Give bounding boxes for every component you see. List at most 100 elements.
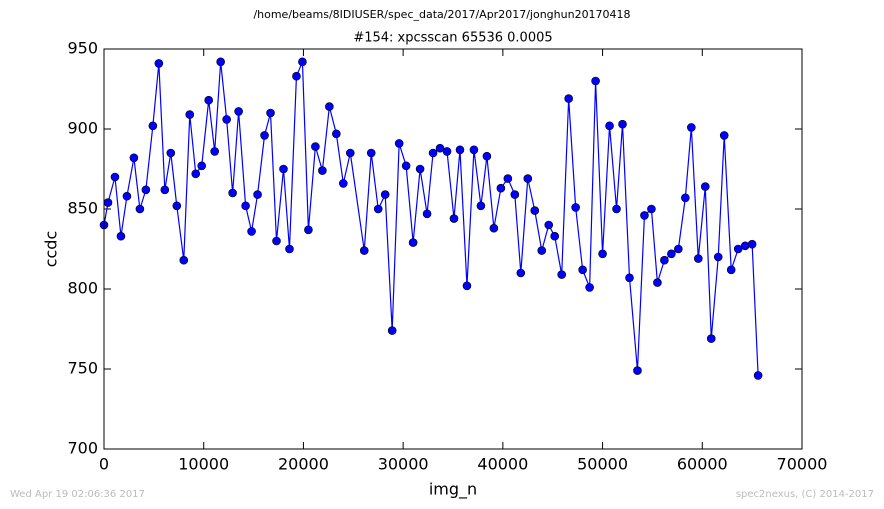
data-point (172, 201, 182, 211)
data-point (185, 110, 195, 119)
data-point (234, 107, 243, 116)
data-point (216, 57, 225, 67)
data-point (298, 57, 307, 67)
data-point (204, 95, 213, 105)
data-point (408, 238, 418, 247)
data-point (394, 139, 404, 148)
data-point (612, 204, 621, 214)
data-point (401, 161, 411, 171)
data-point (210, 147, 219, 156)
x-tick-label: 50000 (577, 455, 628, 474)
data-point (700, 182, 710, 191)
data-point (550, 231, 560, 241)
data-point (141, 185, 151, 195)
x-tick-label: 30000 (378, 455, 429, 474)
data-point (422, 209, 432, 219)
data-point (266, 108, 275, 118)
data-point (482, 151, 492, 161)
data-point (304, 225, 313, 235)
data-point (681, 193, 690, 203)
data-point (557, 270, 566, 279)
suptitle: /home/beams/8IDIUSER/spec_data/2017/Apr2… (253, 8, 630, 21)
data-point (103, 198, 113, 207)
data-point (578, 265, 587, 275)
data-point (687, 123, 696, 132)
data-point (747, 239, 757, 249)
data-point (653, 278, 662, 287)
data-point (222, 115, 231, 124)
data-point (122, 191, 132, 201)
data-point (241, 201, 250, 211)
data-point (503, 174, 513, 183)
data-point (598, 249, 607, 259)
data-point (719, 131, 729, 140)
data-point (380, 190, 390, 199)
data-point (537, 246, 547, 255)
y-tick-label: 800 (67, 279, 98, 298)
data-point (285, 244, 294, 254)
data-point (591, 76, 600, 86)
data-point (753, 371, 763, 380)
data-point (455, 145, 465, 155)
data-point (647, 204, 656, 214)
data-point (585, 283, 594, 292)
data-point (633, 366, 642, 375)
data-point (228, 188, 237, 198)
data-point (706, 334, 716, 343)
data-point (516, 268, 526, 278)
data-point (116, 231, 126, 241)
data-point (166, 148, 176, 158)
data-point (191, 169, 201, 179)
data-point (544, 220, 554, 230)
data-point (605, 121, 614, 131)
data-point (129, 153, 139, 163)
data-point (318, 166, 327, 175)
data-point (135, 204, 145, 214)
data-point (292, 71, 301, 81)
data-point (428, 148, 438, 158)
data-point (625, 273, 634, 283)
data-point (510, 190, 520, 199)
data-point (160, 185, 170, 195)
data-point (345, 148, 355, 158)
data-point (339, 179, 348, 188)
data-point (667, 249, 676, 259)
data-point (618, 119, 627, 129)
data-point (197, 161, 207, 171)
x-axis-label: img_n (429, 480, 477, 500)
data-point (442, 147, 452, 156)
x-tick-label: 60000 (677, 455, 728, 474)
data-point (733, 244, 743, 254)
series-line (103, 61, 759, 376)
data-point (726, 265, 736, 275)
data-point (279, 164, 288, 174)
data-point (640, 211, 649, 220)
credit: spec2nexus, (C) 2014-2017 (736, 489, 874, 500)
data-point (154, 59, 164, 68)
data-point (332, 129, 341, 139)
data-point (693, 254, 703, 263)
plot-frame (103, 48, 803, 450)
data-point (462, 281, 472, 291)
x-tick-label: 40000 (477, 455, 528, 474)
data-point (247, 227, 256, 236)
y-tick-label: 700 (67, 439, 98, 458)
data-point (366, 148, 376, 158)
y-tick-label: 900 (67, 119, 98, 138)
data-point (660, 255, 669, 265)
data-point (571, 203, 580, 212)
data-point (740, 241, 750, 251)
y-axis-label: ccdc (42, 231, 61, 268)
data-point (523, 174, 533, 183)
data-point (713, 252, 723, 262)
data-point (496, 183, 506, 193)
x-tick-label: 70000 (777, 455, 828, 474)
data-point (449, 214, 459, 223)
data-point (253, 190, 262, 199)
x-tick-label: 10000 (178, 455, 229, 474)
y-tick-label: 850 (67, 199, 98, 218)
data-point (311, 142, 320, 151)
data-point (272, 236, 281, 246)
data-point (373, 204, 383, 214)
